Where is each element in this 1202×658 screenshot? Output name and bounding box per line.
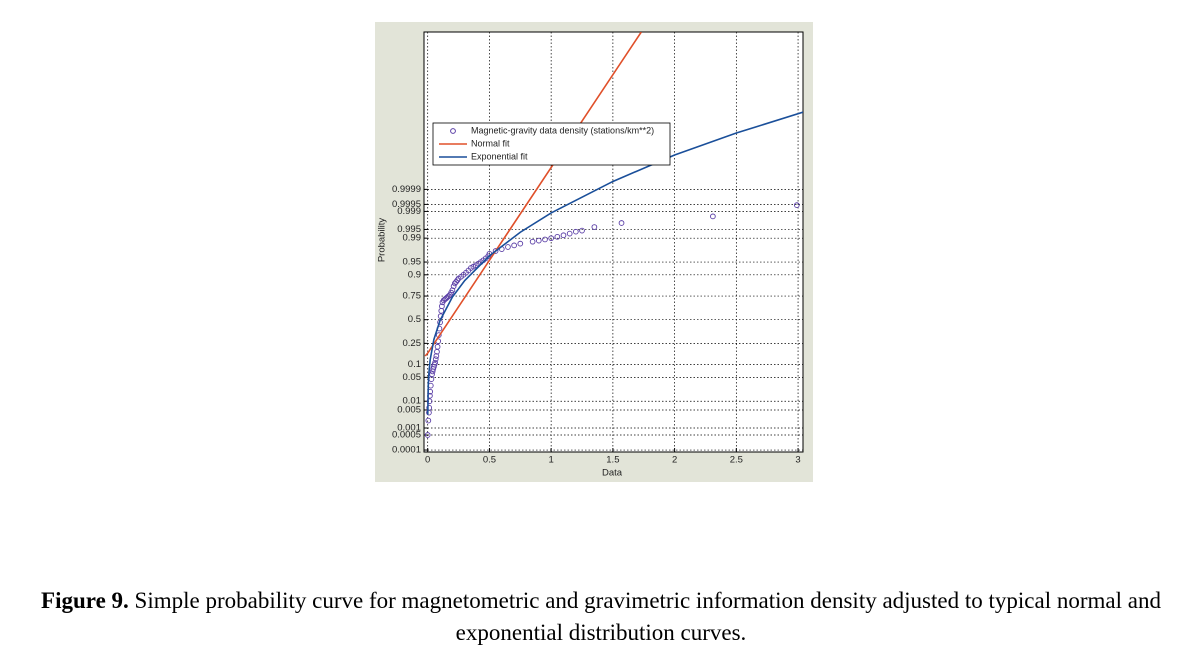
x-tick-label: 0.5 <box>483 455 496 466</box>
data-point <box>432 356 439 363</box>
x-tick-label: 0 <box>425 455 430 466</box>
data-point <box>618 220 625 226</box>
y-tick-label: 0.9995 <box>392 199 421 210</box>
data-point <box>511 242 517 249</box>
y-tick-label: 0.995 <box>397 224 421 235</box>
data-point <box>560 232 567 239</box>
caption-label: Figure 9. <box>41 588 129 613</box>
data-point <box>449 287 456 294</box>
x-axis-label: Data <box>602 468 623 479</box>
data-point <box>579 227 585 234</box>
y-tick-label: 0.005 <box>397 404 421 415</box>
y-tick-label: 0.99 <box>403 233 422 244</box>
y-tick-label: 0.9 <box>408 269 421 280</box>
data-point <box>432 359 438 366</box>
data-point <box>450 283 457 290</box>
y-tick-label: 0.05 <box>403 372 422 383</box>
y-tick-label: 0.25 <box>403 338 422 349</box>
legend-label: Normal fit <box>471 138 510 148</box>
data-point <box>548 235 555 242</box>
x-tick-label: 2 <box>672 455 677 466</box>
legend-label: Magnetic-gravity data density (stations/… <box>471 125 654 135</box>
y-tick-label: 0.5 <box>408 314 421 325</box>
data-point <box>591 224 598 230</box>
data-point <box>572 228 579 235</box>
chart: Data Probability 0.00010.00050.0010.0050… <box>375 22 813 482</box>
y-tick-label: 0.999 <box>397 206 421 217</box>
data-point <box>439 303 445 310</box>
data-point <box>517 240 524 247</box>
y-tick-label: 0.0001 <box>392 445 421 456</box>
data-point <box>425 417 432 424</box>
caption-text: Simple probability curve for magnetometr… <box>134 588 1161 645</box>
data-point <box>554 233 561 240</box>
data-point <box>535 237 542 244</box>
y-tick-label: 0.1 <box>408 359 421 370</box>
y-tick-label: 0.9999 <box>392 184 421 195</box>
legend-box <box>432 122 671 166</box>
data-point <box>566 230 573 237</box>
x-tick-label: 1 <box>549 455 554 466</box>
plot-area <box>423 31 804 453</box>
y-tick-label: 0.01 <box>403 396 422 407</box>
x-tick-label: 2.5 <box>730 455 743 466</box>
legend-label: Exponential fit <box>471 151 528 161</box>
data-point <box>529 238 536 245</box>
y-axis-label: Probability <box>377 218 388 263</box>
data-point <box>492 248 499 254</box>
legend-marker <box>450 128 456 134</box>
data-point <box>505 244 511 250</box>
y-tick-label: 0.95 <box>403 257 422 268</box>
data-point <box>426 398 433 405</box>
caption: Figure 9. Simple probability curve for m… <box>8 585 1194 649</box>
data-point <box>424 432 431 438</box>
y-tick-label: 0.0005 <box>392 430 421 441</box>
data-point <box>433 353 440 359</box>
data-point <box>710 213 716 220</box>
y-tick-label: 0.001 <box>397 423 421 434</box>
y-tick-label: 0.75 <box>403 291 422 302</box>
data-point <box>793 202 800 208</box>
data-point <box>426 404 433 411</box>
x-tick-label: 3 <box>795 455 800 466</box>
x-tick-label: 1.5 <box>606 455 619 466</box>
data-point <box>434 343 441 350</box>
data-point <box>542 236 548 243</box>
